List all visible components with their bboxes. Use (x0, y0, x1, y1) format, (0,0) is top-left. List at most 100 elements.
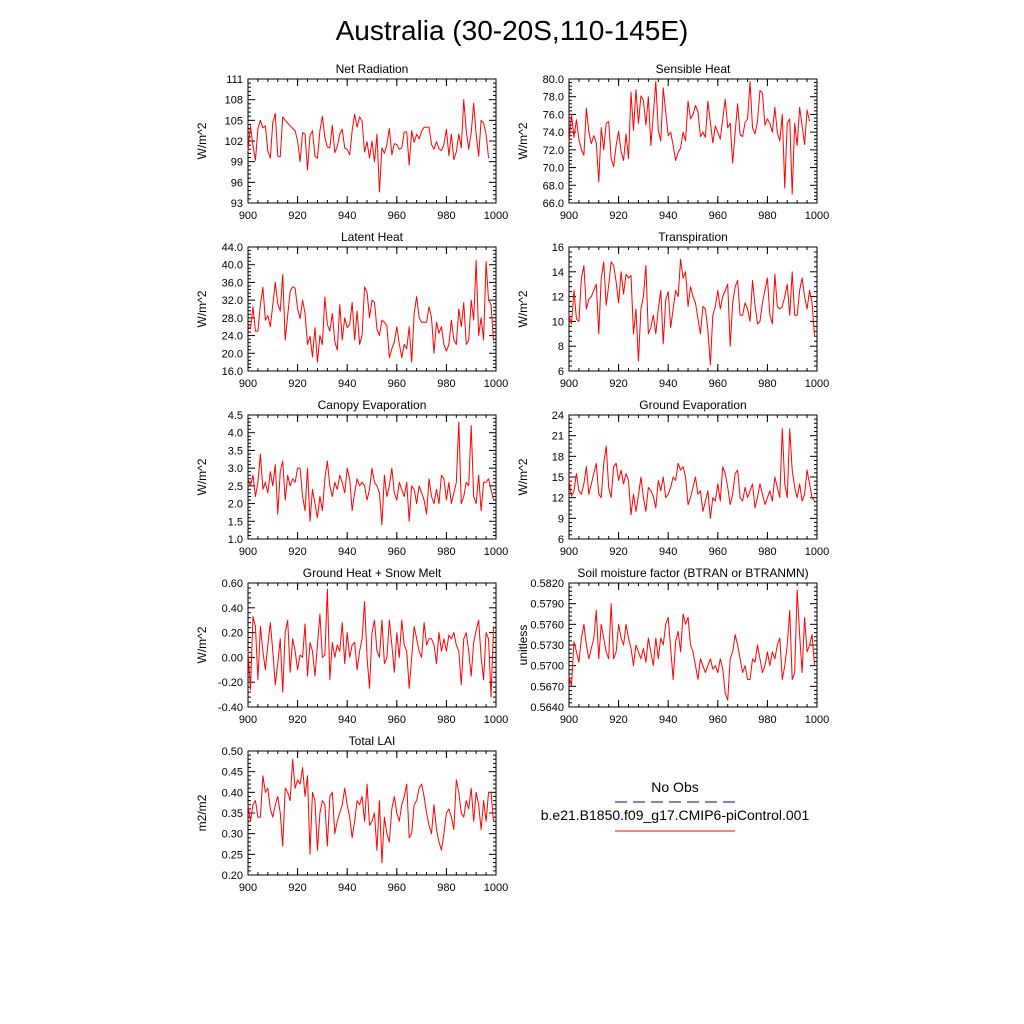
x-tick-label: 960 (709, 378, 727, 390)
y-tick-label: 44.0 (222, 242, 243, 254)
y-axis-label: W/m^2 (516, 122, 530, 159)
y-axis-label: W/m^2 (195, 122, 209, 159)
series-line (568, 589, 816, 701)
series-line (247, 99, 490, 193)
series-line (568, 81, 811, 195)
y-tick-label: 12 (552, 493, 564, 505)
y-tick-label: 0.5730 (530, 640, 564, 652)
panel-ground-heat-snow-melt: Ground Heat + Snow Melt W/m^2 900 920 940 960… (195, 566, 508, 726)
y-tick-label: 0.25 (222, 849, 243, 861)
y-tick-label: 32.0 (222, 295, 243, 307)
y-tick-label: 10 (552, 316, 564, 328)
x-tick-label: 980 (758, 378, 776, 390)
x-tick-label: 900 (239, 546, 257, 558)
x-tick-label: 900 (239, 210, 257, 222)
x-tick-label: 980 (758, 546, 776, 558)
y-tick-label: 76.0 (543, 109, 564, 121)
y-tick-label: 36.0 (222, 277, 243, 289)
x-tick-label: 1000 (805, 210, 829, 222)
figure-title: Australia (30-20S,110-145E) (336, 15, 689, 46)
x-tick-label: 960 (709, 546, 727, 558)
y-axis-label: unitless (516, 625, 530, 666)
panel-title: Soil moisture factor (BTRAN or BTRANMN) (577, 566, 808, 580)
x-tick-label: 980 (437, 210, 455, 222)
plot-frame (247, 582, 497, 708)
legend-label-no-obs: No Obs (651, 779, 698, 795)
y-tick-label: 16 (552, 242, 564, 254)
y-tick-label: 24.0 (222, 331, 243, 343)
panel-title: Ground Evaporation (639, 398, 746, 412)
y-tick-label: 3.0 (228, 463, 243, 475)
y-tick-label: 0.00 (222, 652, 243, 664)
x-tick-label: 940 (338, 546, 356, 558)
y-axis-label: W/m^2 (516, 290, 530, 327)
x-tick-label: 980 (437, 378, 455, 390)
panel-transpiration: Transpiration W/m^2 900 920 940 960 980 1000 6 8 1… (516, 230, 829, 390)
series-line (247, 758, 495, 864)
x-tick-label: 920 (609, 210, 627, 222)
y-tick-label: 21 (552, 431, 564, 443)
plot-frame (247, 750, 497, 876)
x-tick-label: 960 (388, 210, 406, 222)
x-tick-label: 940 (659, 714, 677, 726)
series-line (247, 588, 495, 698)
panel-title: Sensible Heat (656, 62, 731, 76)
y-tick-label: 9 (558, 513, 564, 525)
panel-title: Transpiration (658, 230, 728, 244)
y-tick-label: 68.0 (543, 180, 564, 192)
y-tick-label: 8 (558, 341, 564, 353)
x-tick-label: 900 (239, 714, 257, 726)
x-tick-label: 960 (388, 378, 406, 390)
y-tick-label: 102 (225, 136, 243, 148)
panel-title: Canopy Evaporation (318, 398, 427, 412)
series-line (247, 259, 495, 363)
x-tick-label: 980 (758, 210, 776, 222)
panel-sensible-heat: Sensible Heat W/m^2 900 920 940 960 980 1000 66.… (516, 62, 829, 222)
panel-total-lai: Total LAI m2/m2 900 920 940 960 980 1000 0.20 0.2… (195, 734, 508, 894)
x-tick-label: 940 (338, 210, 356, 222)
x-tick-label: 940 (338, 882, 356, 894)
y-tick-label: 0.20 (222, 870, 243, 882)
y-tick-label: 0.20 (222, 628, 243, 640)
y-tick-label: 0.5820 (530, 578, 564, 590)
y-tick-label: 70.0 (543, 163, 564, 175)
x-tick-label: 1000 (484, 882, 508, 894)
y-tick-label: 0.5670 (530, 681, 564, 693)
x-tick-label: 1000 (484, 546, 508, 558)
y-tick-label: 0.5760 (530, 619, 564, 631)
x-tick-label: 1000 (805, 378, 829, 390)
y-tick-label: 6 (558, 366, 564, 378)
x-tick-label: 980 (437, 882, 455, 894)
plot-frame (247, 414, 497, 540)
x-tick-label: 920 (609, 714, 627, 726)
x-tick-label: 1000 (805, 714, 829, 726)
x-tick-label: 900 (239, 882, 257, 894)
x-tick-label: 940 (338, 714, 356, 726)
x-tick-label: 960 (709, 210, 727, 222)
y-tick-label: 96 (231, 177, 243, 189)
y-tick-label: 12 (552, 292, 564, 304)
legend: No Obs b.e21.B1850.f09_g17.CMIP6-piContr… (541, 779, 809, 832)
y-tick-label: 40.0 (222, 260, 243, 272)
x-tick-label: 1000 (484, 378, 508, 390)
panel-ground-evaporation: Ground Evaporation W/m^2 900 920 940 960 980 10… (516, 398, 829, 558)
y-tick-label: 105 (225, 115, 243, 127)
y-tick-label: 0.60 (222, 578, 243, 590)
x-tick-label: 900 (239, 378, 257, 390)
y-tick-label: 0.50 (222, 746, 243, 758)
y-tick-label: 0.40 (222, 787, 243, 799)
panel-title: Latent Heat (341, 230, 404, 244)
y-axis-label: W/m^2 (516, 458, 530, 495)
y-tick-label: 74.0 (543, 127, 564, 139)
x-tick-label: 1000 (484, 714, 508, 726)
x-tick-label: 940 (659, 378, 677, 390)
series-line (568, 258, 816, 366)
x-tick-label: 980 (437, 714, 455, 726)
y-tick-label: 28.0 (222, 313, 243, 325)
plot-frame (247, 246, 497, 372)
y-tick-label: 24 (552, 410, 564, 422)
y-axis-label: W/m^2 (195, 290, 209, 327)
series-line (247, 421, 495, 526)
